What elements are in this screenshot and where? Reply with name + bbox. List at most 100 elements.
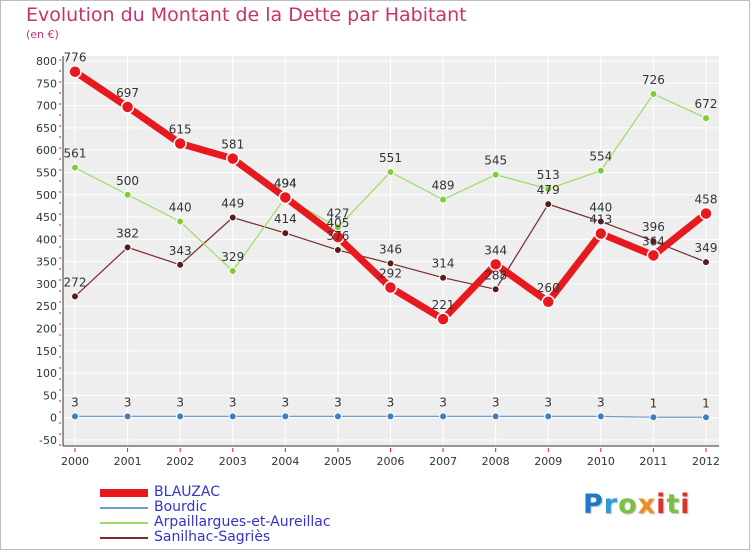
legend-label-bourdic: Bourdic <box>154 499 208 515</box>
data-label: 1 <box>702 396 710 410</box>
data-point <box>331 230 345 244</box>
data-point <box>71 292 79 301</box>
x-tick-label: 2010 <box>587 455 615 468</box>
chart-subtitle: (en €) <box>26 28 59 41</box>
data-label: 3 <box>597 395 605 409</box>
data-point <box>702 114 710 123</box>
data-label: 329 <box>221 250 244 264</box>
data-point <box>71 163 79 172</box>
legend: BLAUZAC Bourdic Arpaillargues-et-Aureill… <box>100 485 331 545</box>
y-tick-label: 500 <box>36 189 57 202</box>
y-tick-label: -50 <box>39 434 57 447</box>
x-tick-label: 2004 <box>271 455 299 468</box>
logo-letter: o <box>618 489 638 520</box>
data-label: 314 <box>432 257 455 271</box>
data-point <box>439 195 448 204</box>
data-point <box>439 273 448 282</box>
legend-label-blauzac: BLAUZAC <box>154 484 221 500</box>
data-label: 396 <box>642 220 665 234</box>
data-label: 615 <box>169 122 192 136</box>
data-label: 479 <box>537 183 560 197</box>
y-tick-label: 650 <box>36 122 57 135</box>
data-point <box>228 412 237 421</box>
data-point <box>491 170 500 179</box>
data-label: 545 <box>484 154 507 168</box>
data-point <box>491 412 500 421</box>
data-point <box>386 259 395 268</box>
data-point <box>544 184 553 193</box>
data-point <box>649 89 658 98</box>
data-point <box>228 213 237 222</box>
y-tick-label: 50 <box>43 389 57 402</box>
legend-item-bourdic: Bourdic <box>100 500 331 515</box>
data-label: 3 <box>229 395 237 409</box>
data-label: 551 <box>379 151 402 165</box>
legend-label-arpaillargues: Arpaillargues-et-Aureillac <box>154 514 331 530</box>
data-label: 413 <box>589 213 612 227</box>
x-tick-label: 2002 <box>166 455 194 468</box>
data-point <box>68 64 82 79</box>
data-point <box>544 200 553 209</box>
y-tick-label: 600 <box>36 144 57 157</box>
x-tick-label: 2008 <box>482 455 510 468</box>
data-point <box>541 295 555 309</box>
data-label: 346 <box>379 242 402 256</box>
data-label: 343 <box>169 244 192 258</box>
data-label: 272 <box>64 275 87 289</box>
data-label: 260 <box>537 281 560 295</box>
legend-label-sanilhac: Sanilhac-Sagriès <box>154 529 271 545</box>
data-point <box>436 312 450 326</box>
data-point <box>646 248 661 263</box>
data-point <box>228 267 237 276</box>
data-label: 513 <box>537 168 560 182</box>
data-label: 292 <box>379 267 402 281</box>
y-tick-label: 100 <box>36 367 57 380</box>
data-point <box>596 166 605 175</box>
data-point <box>123 412 132 421</box>
x-tick-label: 2005 <box>324 455 352 468</box>
data-label: 405 <box>326 216 349 230</box>
legend-swatch-blauzac <box>100 488 148 497</box>
data-label: 3 <box>282 395 290 409</box>
data-point <box>596 217 605 226</box>
logo-letter: r <box>603 489 619 520</box>
data-point <box>123 190 132 199</box>
data-label: 494 <box>274 176 297 190</box>
y-tick-label: 350 <box>36 256 57 269</box>
x-tick-label: 2003 <box>219 455 247 468</box>
data-label: 288 <box>484 268 507 282</box>
data-point <box>594 226 608 241</box>
x-tick-label: 2012 <box>692 455 720 468</box>
data-label: 427 <box>326 206 349 220</box>
logo-letter: i <box>680 489 691 520</box>
data-label: 3 <box>387 395 395 409</box>
data-label: 489 <box>432 179 455 193</box>
data-label: 382 <box>116 226 139 240</box>
data-label: 3 <box>176 395 184 409</box>
y-tick-label: 700 <box>36 100 57 113</box>
data-point <box>278 190 293 205</box>
data-label: 344 <box>484 243 507 257</box>
data-point <box>386 168 395 177</box>
logo-letter: x <box>637 489 657 520</box>
data-point <box>488 257 503 272</box>
x-tick-label: 2009 <box>534 455 562 468</box>
data-label: 776 <box>64 51 87 65</box>
y-tick-label: 250 <box>36 300 57 313</box>
data-label: 414 <box>274 212 297 226</box>
data-label: 697 <box>116 86 139 100</box>
data-label: 3 <box>71 395 79 409</box>
data-point <box>702 413 710 422</box>
data-point <box>173 136 187 151</box>
legend-swatch-arpaillargues <box>100 521 148 524</box>
logo-letter: P <box>583 489 604 520</box>
data-point <box>226 151 240 166</box>
y-tick-label: 300 <box>36 278 57 291</box>
y-tick-label: 150 <box>36 345 57 358</box>
y-tick-label: 0 <box>50 412 57 425</box>
data-label: 364 <box>642 234 665 248</box>
data-point <box>386 412 395 421</box>
y-tick-label: 400 <box>36 233 57 246</box>
data-label: 3 <box>124 395 132 409</box>
